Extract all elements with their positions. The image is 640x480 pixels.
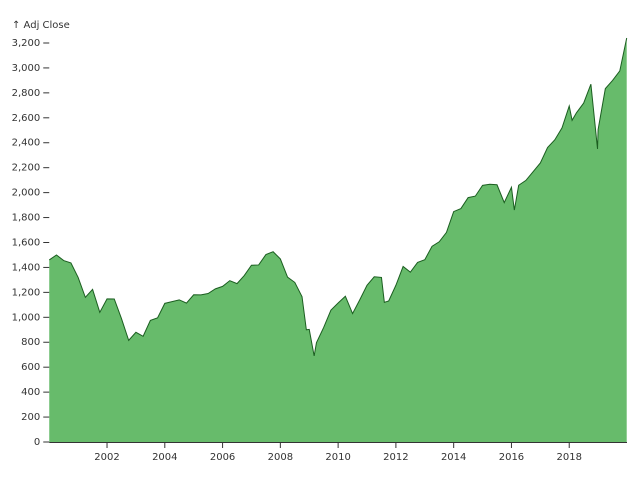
y-tick-label: 2,000 <box>12 188 41 199</box>
y-axis-label: ↑ Adj Close <box>12 20 70 31</box>
y-tick-label: 1,800 <box>12 213 41 224</box>
y-tick-label: 1,000 <box>12 312 41 323</box>
y-tick-label: 1,600 <box>12 237 41 248</box>
y-tick-label: 1,200 <box>12 287 41 298</box>
x-tick-label: 2006 <box>210 452 235 463</box>
x-tick-label: 2004 <box>152 452 177 463</box>
x-tick-label: 2016 <box>499 452 524 463</box>
y-tick-label: 600 <box>21 362 40 373</box>
x-tick-label: 2014 <box>441 452 466 463</box>
y-tick-label: 200 <box>21 412 40 423</box>
x-tick-label: 2008 <box>268 452 293 463</box>
y-tick-label: 1,400 <box>12 262 41 273</box>
x-tick-label: 2002 <box>94 452 119 463</box>
x-tick-label: 2018 <box>556 452 581 463</box>
y-tick-label: 3,000 <box>12 63 41 74</box>
y-tick-label: 800 <box>21 337 40 348</box>
y-tick-label: 0 <box>34 437 40 448</box>
y-tick-label: 2,800 <box>12 88 41 99</box>
y-tick-label: 2,600 <box>12 113 41 124</box>
x-tick-label: 2010 <box>325 452 350 463</box>
area <box>49 38 627 442</box>
y-tick-label: 2,200 <box>12 163 41 174</box>
y-tick-label: 2,400 <box>12 138 41 149</box>
line <box>48 37 628 357</box>
y-tick-label: 3,200 <box>12 38 41 49</box>
x-tick-label: 2012 <box>383 452 408 463</box>
y-tick-label: 400 <box>21 387 40 398</box>
